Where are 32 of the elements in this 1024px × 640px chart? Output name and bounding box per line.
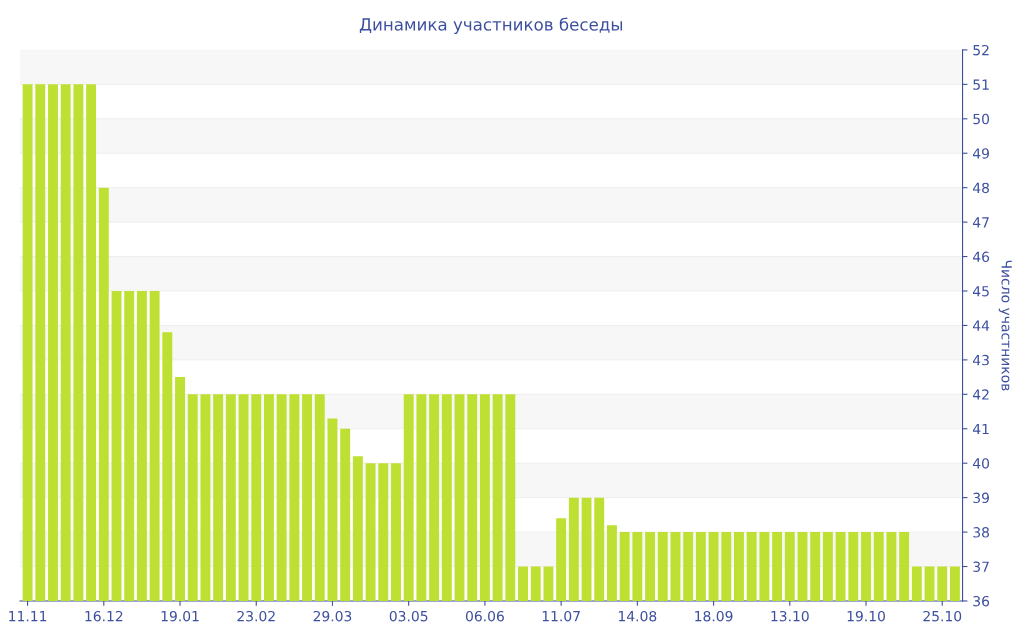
chart-title: Динамика участников беседы xyxy=(359,17,623,34)
x-tick-label: 13.10 xyxy=(771,610,809,622)
y-tick-label: 39 xyxy=(973,492,989,504)
y-tick-label: 49 xyxy=(972,148,989,159)
y-tick-label: 43 xyxy=(972,354,989,366)
y-tick-label: 47 xyxy=(972,217,989,228)
x-tick-label: 18.09 xyxy=(695,610,733,622)
x-tick-label: 14.08 xyxy=(619,610,657,622)
y-tick-label: 37 xyxy=(973,561,989,572)
x-tick-label: 19.01 xyxy=(161,610,199,622)
y-tick-label: 41 xyxy=(972,423,989,435)
y-tick-label: 42 xyxy=(972,389,989,400)
y-tick-label: 52 xyxy=(973,44,989,56)
x-tick-label: 29.03 xyxy=(313,610,352,622)
x-tick-label: 06.06 xyxy=(465,610,504,622)
y-tick-label: 48 xyxy=(972,182,990,194)
y-tick-label: 50 xyxy=(973,113,990,125)
y-tick-label: 51 xyxy=(973,79,989,90)
y-tick-label: 46 xyxy=(972,251,990,263)
y-tick-label: 44 xyxy=(972,320,990,331)
y-tick-label: 36 xyxy=(973,595,990,607)
x-tick-label: 23.02 xyxy=(237,610,275,622)
y-axis-title: Число участников xyxy=(998,260,1012,391)
x-tick-label: 25.10 xyxy=(923,610,962,622)
y-tick-label: 40 xyxy=(972,458,990,469)
x-tick-label: 19.10 xyxy=(847,610,885,622)
y-tick-label: 45 xyxy=(972,286,989,297)
x-tick-label: 03.05 xyxy=(389,610,428,622)
x-tick-label: 11.07 xyxy=(542,610,580,622)
y-tick-label: 38 xyxy=(973,527,990,538)
x-tick-label: 11.11 xyxy=(9,611,47,622)
x-tick-label: 16.12 xyxy=(85,610,123,622)
